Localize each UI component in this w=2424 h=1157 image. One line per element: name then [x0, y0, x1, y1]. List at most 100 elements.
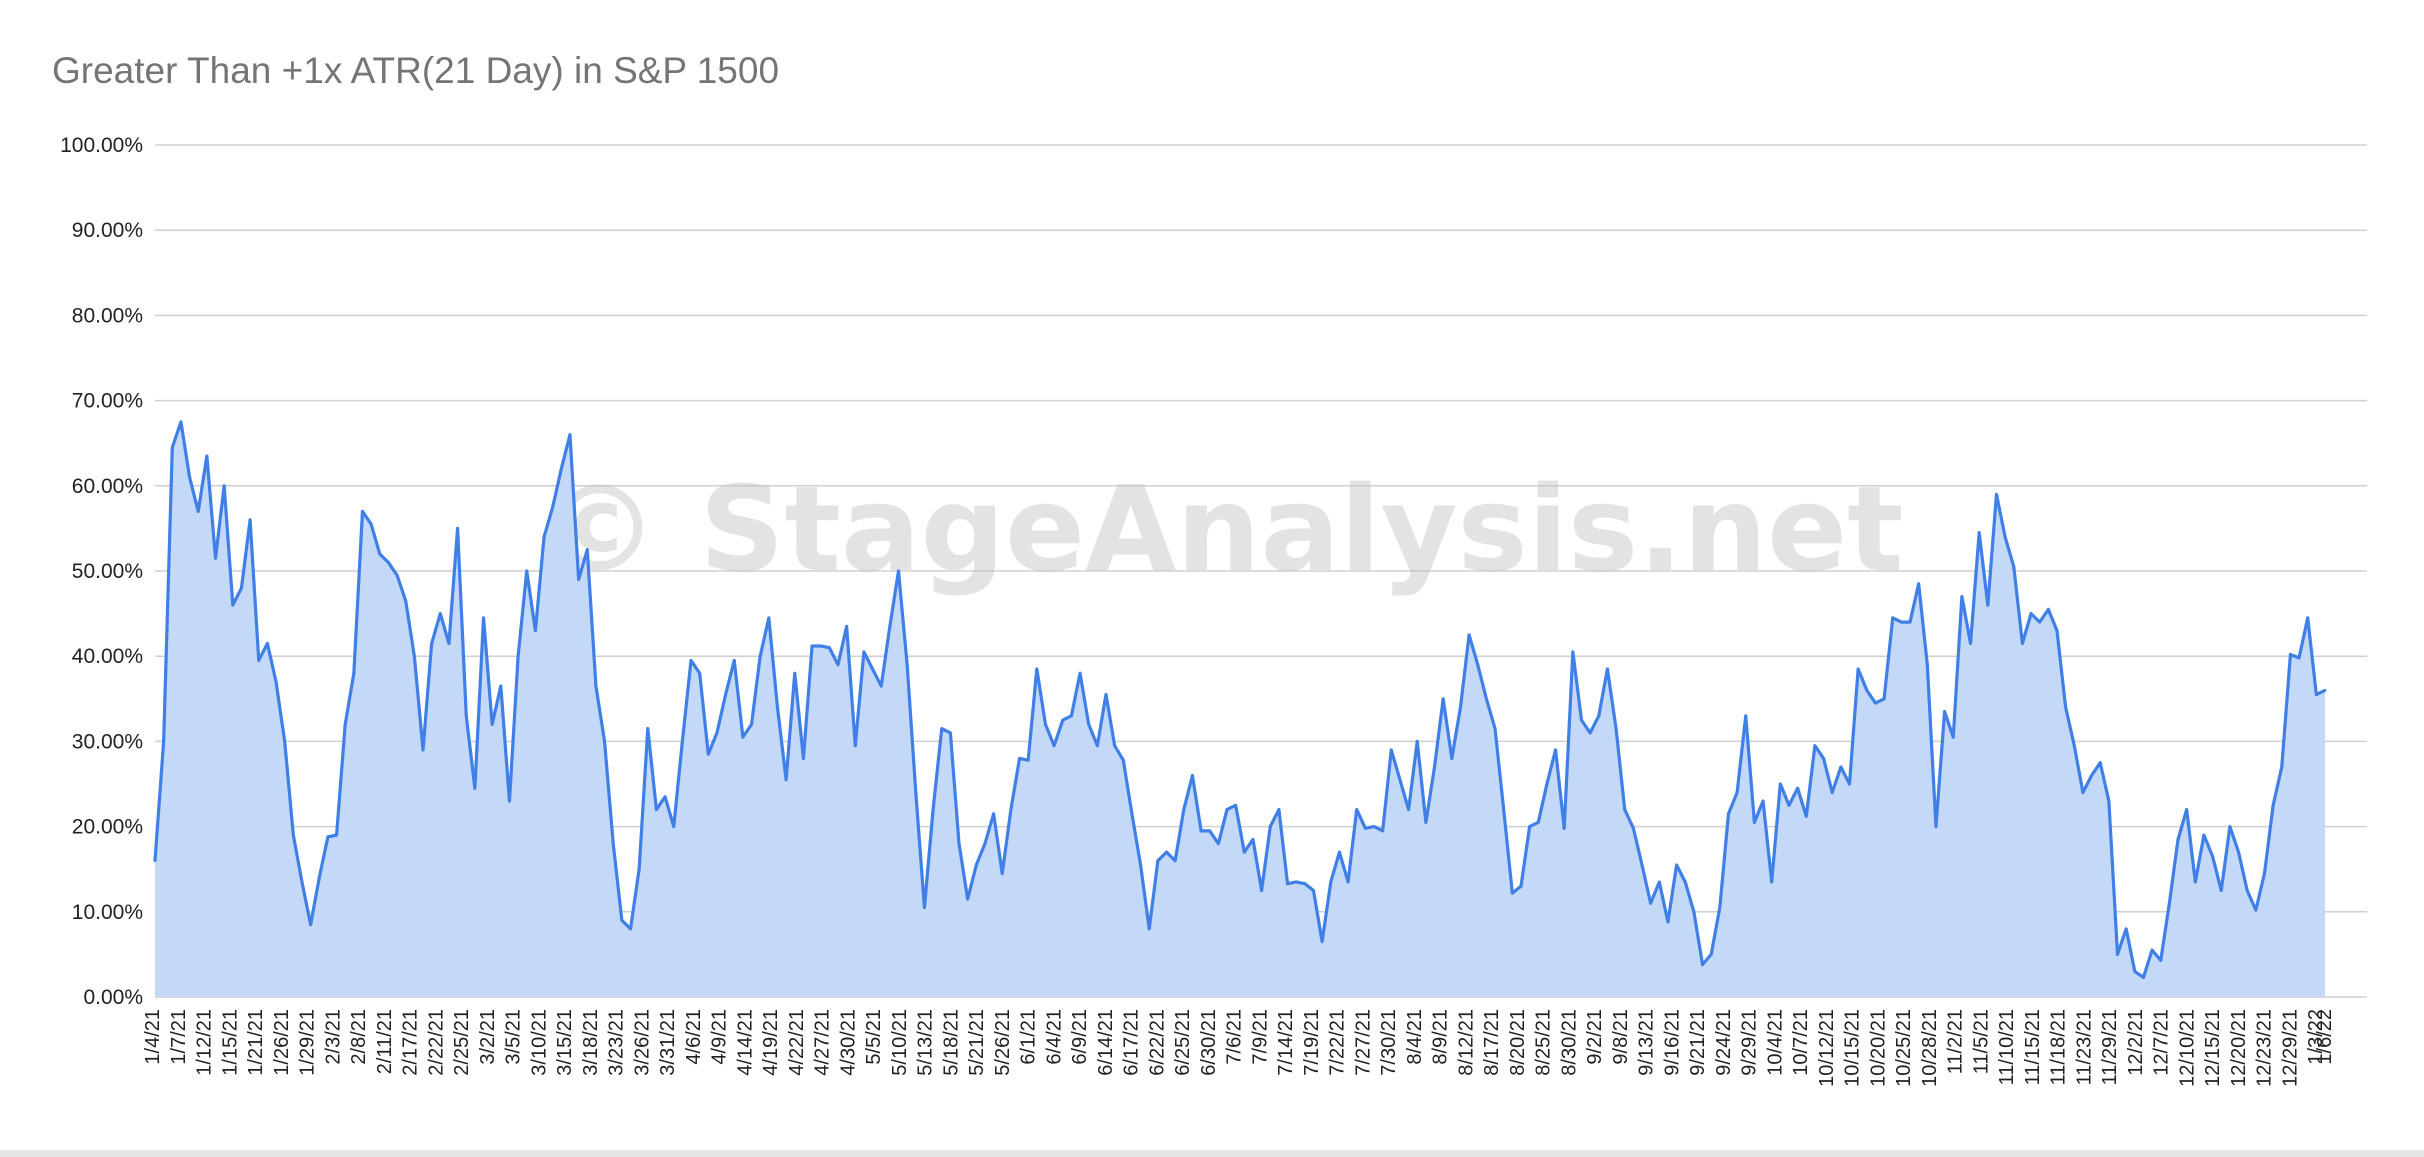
- y-tick-label: 10.00%: [72, 901, 143, 924]
- data-point: [655, 808, 658, 811]
- x-tick-label: 6/4/21: [1043, 1009, 1065, 1065]
- data-point: [2046, 607, 2050, 611]
- data-point: [1822, 757, 1825, 760]
- data-point: [1899, 620, 1903, 624]
- data-point: [1657, 880, 1661, 884]
- data-point: [992, 812, 996, 816]
- x-tick-label: 9/16/21: [1661, 1009, 1683, 1076]
- data-point: [1459, 705, 1462, 709]
- data-point: [1441, 697, 1445, 701]
- x-tick-label: 1/6/22: [2314, 1009, 2336, 1065]
- data-point: [931, 808, 935, 811]
- data-point: [1415, 740, 1419, 743]
- y-tick-label: 70.00%: [72, 390, 143, 413]
- data-point: [2055, 629, 2059, 633]
- x-tick-label: 12/10/21: [2176, 1009, 2198, 1087]
- data-point: [2228, 825, 2232, 828]
- x-tick-label: 2/25/21: [451, 1009, 473, 1076]
- data-point: [1035, 667, 1039, 671]
- data-point: [2021, 642, 2024, 645]
- data-point: [1052, 744, 1056, 748]
- data-point: [888, 624, 892, 628]
- data-point: [1476, 663, 1480, 667]
- data-point: [1312, 889, 1315, 892]
- data-point: [1234, 803, 1238, 807]
- data-point: [1450, 757, 1454, 760]
- data-point: [1208, 829, 1212, 833]
- data-point: [1934, 825, 1938, 828]
- data-point: [2107, 799, 2111, 803]
- data-point: [836, 663, 840, 667]
- x-tick-label: 4/30/21: [837, 1009, 859, 1076]
- data-point: [2176, 837, 2180, 841]
- data-point: [188, 475, 191, 479]
- data-point: [1960, 595, 1964, 598]
- data-point: [1493, 727, 1497, 731]
- data-point: [1865, 688, 1869, 692]
- x-tick-label: 1/12/21: [194, 1009, 216, 1076]
- data-point: [1675, 863, 1678, 867]
- data-point: [1372, 825, 1376, 828]
- data-point: [1891, 616, 1895, 620]
- data-point: [1951, 735, 1955, 739]
- data-point: [1182, 808, 1186, 811]
- data-point: [706, 752, 710, 756]
- data-point: [620, 918, 624, 922]
- x-tick-label: 10/7/21: [1790, 1009, 1812, 1076]
- data-point: [966, 897, 970, 901]
- data-point: [2098, 761, 2102, 765]
- data-point: [827, 646, 831, 650]
- data-point: [1121, 758, 1125, 762]
- data-point: [2219, 889, 2223, 892]
- data-point: [438, 612, 442, 615]
- data-point: [1580, 718, 1583, 722]
- data-point: [300, 880, 304, 884]
- x-tick-label: 3/15/21: [554, 1009, 576, 1076]
- data-point: [1407, 808, 1410, 811]
- data-point: [1588, 731, 1592, 735]
- y-axis-ticks: 0.00% 10.00% 20.00% 30.00% 40.00% 50.00% 60.00…: [60, 134, 143, 1009]
- data-point: [1606, 667, 1609, 671]
- data-point: [1078, 671, 1082, 675]
- data-point: [741, 735, 745, 739]
- data-point: [1510, 891, 1514, 895]
- data-point: [2150, 948, 2154, 952]
- x-tick-label: 10/4/21: [1764, 1009, 1786, 1076]
- x-tick-label: 10/15/21: [1842, 1009, 1864, 1087]
- x-tick-label: 9/8/21: [1610, 1009, 1632, 1065]
- series-area-fill: [155, 421, 2325, 997]
- data-point: [412, 654, 416, 658]
- data-point: [1528, 825, 1532, 828]
- data-point: [1044, 722, 1047, 726]
- data-point: [240, 586, 243, 590]
- data-point: [516, 654, 520, 658]
- data-point: [1727, 812, 1730, 816]
- x-tick-label: 11/10/21: [1996, 1009, 2018, 1085]
- x-tick-label: 4/27/21: [812, 1009, 834, 1076]
- x-tick-label: 1/26/21: [271, 1009, 293, 1076]
- data-point: [283, 740, 287, 743]
- x-tick-label: 9/2/21: [1584, 1009, 1606, 1065]
- data-point: [2280, 765, 2284, 769]
- data-point: [1761, 799, 1765, 803]
- data-point: [1009, 808, 1013, 811]
- data-point: [1943, 710, 1946, 713]
- data-point: [1277, 808, 1281, 811]
- data-point: [1649, 901, 1653, 905]
- data-point: [1294, 880, 1298, 884]
- x-tick-label: 11/23/21: [2073, 1009, 2095, 1085]
- data-point: [2012, 565, 2016, 569]
- data-point: [274, 680, 278, 684]
- data-point: [1623, 808, 1627, 811]
- x-tick-label: 8/9/21: [1430, 1009, 1452, 1065]
- y-tick-label: 20.00%: [72, 816, 143, 839]
- data-point: [473, 786, 477, 790]
- y-tick-label: 100.00%: [60, 134, 143, 157]
- data-point: [2193, 880, 2197, 884]
- data-point: [1709, 953, 1713, 956]
- data-point: [680, 740, 684, 743]
- x-tick-label: 10/25/21: [1893, 1009, 1915, 1087]
- x-tick-label: 2/8/21: [348, 1009, 370, 1065]
- data-point: [2142, 976, 2145, 979]
